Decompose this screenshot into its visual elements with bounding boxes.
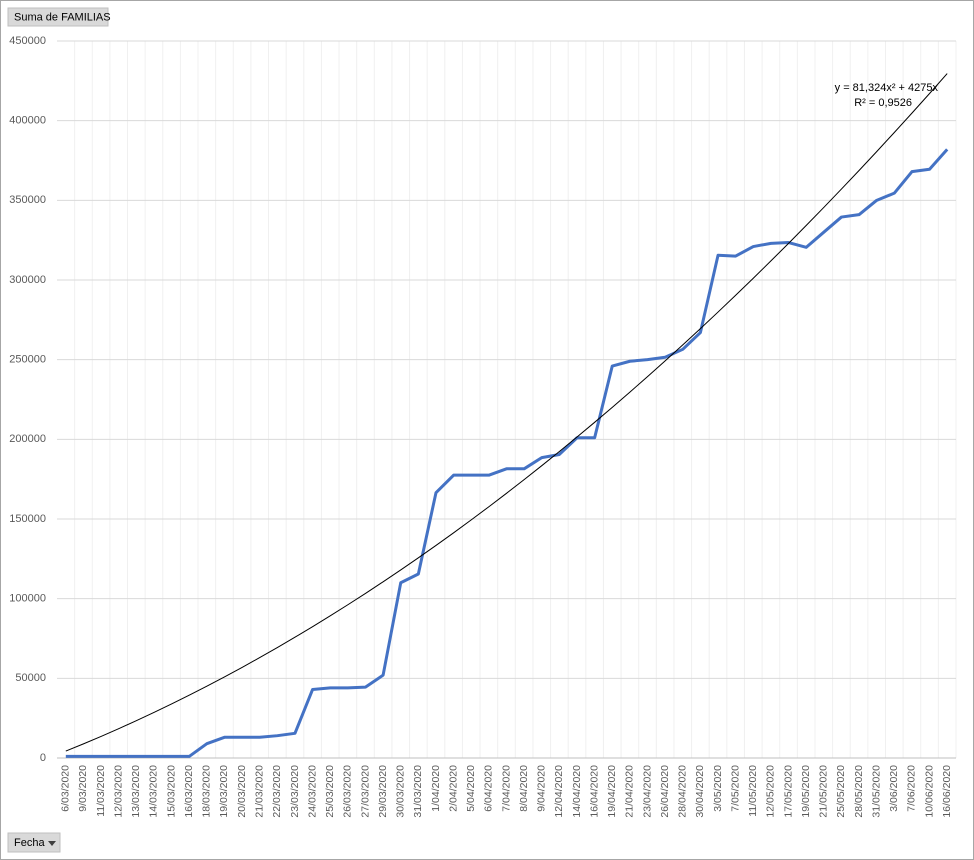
x-tick-label: 8/04/2020 [518,765,530,812]
y-tick-label: 50000 [15,672,46,684]
x-tick-label: 6/04/2020 [483,765,495,812]
x-tick-label: 16/04/2020 [588,765,600,818]
x-tick-label: 19/05/2020 [800,765,812,818]
plot-area: 0 50000 100000 150000 200000 250000 300000 3500… [9,35,957,818]
y-tick-label: 0 [40,752,46,764]
x-tick-label: 19/03/2020 [218,765,230,818]
x-tick-label: 16/06/2020 [941,765,953,818]
x-tick-label: 11/05/2020 [747,765,759,817]
y-tick-label: 100000 [9,593,46,605]
value-field-button[interactable]: Suma de FAMILIAS [7,7,111,27]
x-tick-label: 15/03/2020 [165,765,177,818]
trendline [65,73,948,752]
x-tick-label: 13/03/2020 [130,765,142,818]
x-tick-label: 24/03/2020 [306,765,318,818]
x-tick-label: 2/04/2020 [447,765,459,812]
trendline-r-squared: R² = 0,9526 [854,97,912,109]
y-tick-label: 450000 [9,35,46,47]
x-tick-label: 30/03/2020 [395,765,407,818]
x-tick-label: 14/03/2020 [148,765,160,818]
value-field-label: Suma de FAMILIAS [14,11,111,23]
x-tick-label: 21/04/2020 [624,765,636,818]
x-tick-label: 26/04/2020 [659,765,671,818]
y-tick-label: 200000 [9,433,46,445]
x-tick-label: 5/04/2020 [465,765,477,812]
x-tick-label: 22/03/2020 [271,765,283,818]
x-tick-label: 25/03/2020 [324,765,336,818]
x-tick-label: 26/03/2020 [342,765,354,818]
x-tick-label: 19/04/2020 [606,765,618,818]
y-tick-label: 350000 [9,194,46,206]
x-tick-label: 23/04/2020 [641,765,653,818]
x-tick-label: 3/05/2020 [712,765,724,812]
x-tick-label: 9/04/2020 [536,765,548,812]
y-tick-label: 250000 [9,354,46,366]
x-tick-label: 7/06/2020 [906,765,918,812]
button-bg [7,7,109,27]
x-tick-label: 28/04/2020 [677,765,689,818]
x-tick-label: 1/04/2020 [430,765,442,812]
x-tick-label: 14/04/2020 [571,765,583,818]
x-tick-label: 20/03/2020 [236,765,248,818]
x-tick-label: 29/03/2020 [377,765,389,818]
x-tick-label: 30/04/2020 [694,765,706,818]
series-line [65,148,949,758]
x-tick-label: 6/03/2020 [60,765,72,812]
x-tick-label: 25/05/2020 [835,765,847,818]
x-tick-label: 7/04/2020 [500,765,512,812]
x-tick-label: 3/06/2020 [888,765,900,812]
x-tick-label: 27/03/2020 [359,765,371,818]
y-tick-label: 300000 [9,274,46,286]
trendline-equation: y = 81,324x² + 4275x [835,82,939,94]
x-tick-label: 31/03/2020 [412,765,424,818]
x-tick-label: 28/05/2020 [853,765,865,818]
x-tick-label: 31/05/2020 [870,765,882,818]
y-tick-label: 400000 [9,115,46,127]
button-bg [7,832,61,853]
x-tick-label: 10/06/2020 [923,765,935,818]
axis-field-label: Fecha [14,837,45,849]
x-tick-label: 12/05/2020 [765,765,777,818]
x-tick-label: 16/03/2020 [183,765,195,818]
x-tick-label: 21/03/2020 [253,765,265,818]
x-tick-label: 21/05/2020 [818,765,830,818]
x-tick-label: 12/03/2020 [112,765,124,818]
x-tick-label: 11/03/2020 [95,765,107,817]
x-tick-label: 23/03/2020 [289,765,301,818]
dropdown-arrow [48,841,56,846]
x-tick-label: 18/03/2020 [201,765,213,818]
y-tick-label: 150000 [9,513,46,525]
x-tick-label: 7/05/2020 [729,765,741,812]
x-tick-label: 17/05/2020 [782,765,794,818]
axis-field-button[interactable]: Fecha [7,832,61,853]
x-tick-label: 12/04/2020 [553,765,565,818]
x-tick-label: 9/03/2020 [77,765,89,812]
